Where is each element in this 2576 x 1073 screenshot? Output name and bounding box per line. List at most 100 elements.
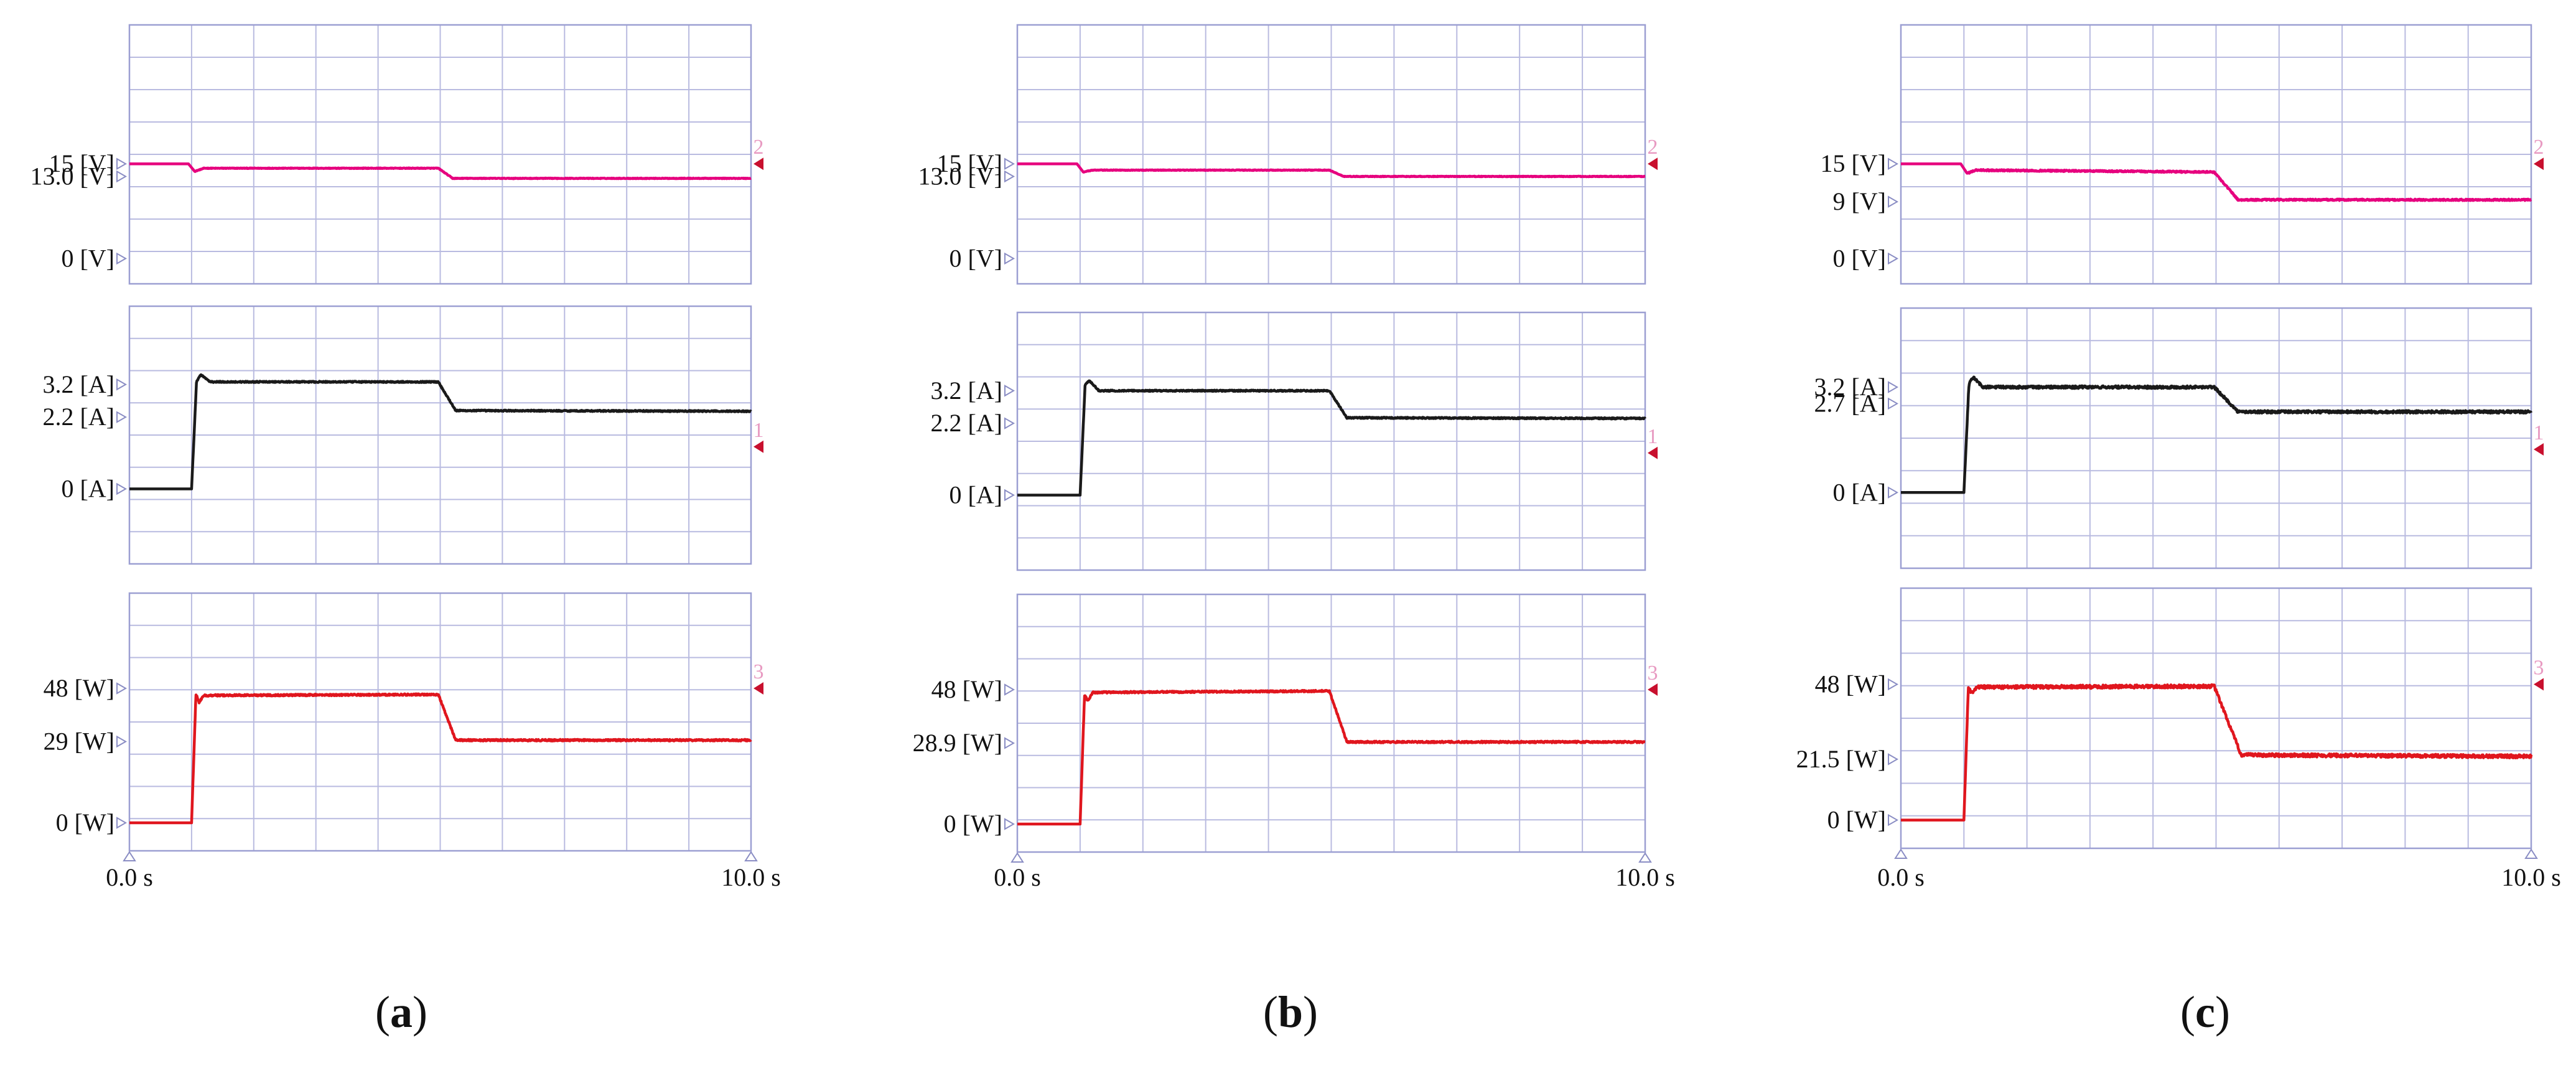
time-marker-triangle-icon: [2524, 848, 2538, 859]
y-marker-triangle-icon: [116, 170, 128, 183]
y-marker-label: 9 [V]: [1832, 187, 1886, 215]
y-marker-label: 13.0 [V]: [918, 162, 1002, 190]
time-marker-triangle-icon: [1638, 852, 1652, 863]
y-marker-triangle-icon: [116, 735, 128, 748]
y-marker-triangle-icon: [1888, 195, 1899, 208]
y-marker-triangle-icon: [116, 411, 128, 423]
panel-label-letter: a: [390, 987, 413, 1037]
y-marker-triangle-icon: [1004, 737, 1015, 749]
channel-number: 3: [1648, 662, 1658, 685]
channel-number: 1: [754, 419, 764, 442]
channel-number: 2: [1648, 136, 1658, 159]
y-marker-label: 15 [V]: [936, 149, 1002, 177]
plot-frame: [128, 24, 752, 285]
plot-frame: [128, 305, 752, 565]
channel-marker-icon: [2534, 443, 2544, 456]
trace-current: [128, 373, 752, 490]
subplot-voltage: 15 [V]13.0 [V] 0 [V] 2: [918, 24, 1658, 285]
time-tick-label: 0.0 s: [994, 863, 1041, 891]
trace-power: [1900, 683, 2533, 822]
plot-frame: [1016, 24, 1646, 285]
y-marker-label: 0 [W]: [56, 808, 114, 836]
time-marker-triangle-icon: [1010, 852, 1024, 863]
trace-voltage: [128, 162, 752, 180]
trace-power: [128, 692, 752, 825]
plot-frame: [1016, 593, 1646, 853]
channel-marker-icon: [1648, 446, 1658, 459]
y-marker-label: 0 [A]: [61, 474, 114, 502]
trace-power: [1016, 688, 1646, 826]
y-marker-triangle-icon: [1004, 385, 1015, 397]
panel-c: 15 [V] 9 [V] 0 [V] 2 3.2 [A]2.7 [A] 0 [A] 1 48 …: [1796, 24, 2561, 1037]
subplot-current: 3.2 [A] 2.2 [A] 0 [A] 1: [42, 305, 764, 565]
y-marker-triangle-icon: [116, 378, 128, 391]
subplot-power: 48 [W] 21.5 [W] 0 [W] 3: [1796, 587, 2544, 850]
y-marker-label: 15 [V]: [49, 149, 114, 177]
y-marker-triangle-icon: [1888, 252, 1899, 265]
y-marker-label: 28.9 [W]: [913, 729, 1002, 757]
channel-marker-icon: [754, 157, 763, 171]
y-marker-triangle-icon: [116, 157, 128, 170]
time-marker-triangle-icon: [123, 851, 136, 861]
y-marker-label: 0 [W]: [1827, 806, 1886, 834]
trace-voltage: [1016, 162, 1646, 179]
channel-marker-icon: [754, 682, 763, 695]
y-marker-triangle-icon: [116, 252, 128, 265]
channel-number: 1: [2534, 421, 2544, 444]
y-marker-triangle-icon: [1004, 252, 1015, 265]
subplot-current: 3.2 [A] 2.2 [A] 0 [A] 1: [930, 311, 1658, 571]
y-marker-triangle-icon: [1888, 397, 1899, 410]
y-marker-label: 3.2 [A]: [1814, 373, 1886, 401]
subplot-power: 48 [W] 28.9 [W] 0 [W] 3: [913, 593, 1658, 853]
y-marker-triangle-icon: [1004, 170, 1015, 183]
y-marker-triangle-icon: [1004, 818, 1015, 830]
channel-number: 3: [754, 660, 764, 683]
channel-marker-icon: [1648, 683, 1658, 696]
y-marker-triangle-icon: [116, 817, 128, 829]
y-marker-label: 0 [V]: [1832, 244, 1886, 272]
panel-label-open-paren: (: [2180, 987, 2195, 1037]
panel-label: (a): [375, 987, 427, 1037]
panel-label-close-paren: ): [413, 987, 427, 1037]
panel-a: 15 [V]13.0 [V] 0 [V] 2 3.2 [A] 2.2 [A] 0 [A] 1…: [30, 24, 781, 1037]
y-marker-label: 48 [W]: [44, 674, 114, 702]
time-marker-triangle-icon: [1894, 848, 1908, 859]
y-marker-label: 0 [A]: [1832, 478, 1886, 506]
time-tick-label: 10.0 s: [1615, 863, 1675, 891]
y-marker-label: 2.2 [A]: [42, 403, 114, 431]
y-marker-label: 2.2 [A]: [930, 409, 1002, 437]
time-tick-label: 0.0 s: [1877, 863, 1925, 891]
y-marker-triangle-icon: [1004, 157, 1015, 170]
y-marker-label: 29 [W]: [44, 728, 114, 756]
channel-marker-icon: [754, 440, 763, 453]
subplot-power: 48 [W] 29 [W] 0 [W] 3: [44, 592, 764, 852]
channel-number: 2: [2534, 136, 2544, 159]
y-marker-label: 2.7 [A]: [1814, 389, 1886, 417]
time-tick-label: 0.0 s: [106, 863, 153, 891]
y-marker-triangle-icon: [116, 482, 128, 495]
panel-label-open-paren: (: [375, 987, 390, 1037]
y-marker-triangle-icon: [1888, 678, 1899, 691]
plot-frame: [1016, 311, 1646, 571]
panel-label-letter: b: [1278, 987, 1303, 1037]
y-marker-triangle-icon: [116, 682, 128, 695]
panel-label-letter: c: [2195, 987, 2215, 1037]
y-marker-label: 15 [V]: [1820, 149, 1886, 177]
channel-number: 2: [754, 136, 764, 159]
channel-number: 3: [2534, 656, 2544, 679]
panel-b: 15 [V]13.0 [V] 0 [V] 2 3.2 [A] 2.2 [A] 0 [A] 1…: [913, 24, 1675, 1037]
y-marker-label: 3.2 [A]: [930, 377, 1002, 405]
time-tick-label: 10.0 s: [2501, 863, 2561, 891]
y-marker-triangle-icon: [1004, 489, 1015, 502]
y-marker-label: 0 [V]: [61, 244, 114, 272]
panel-label: (b): [1263, 987, 1318, 1037]
y-marker-triangle-icon: [1004, 417, 1015, 429]
channel-number: 1: [1648, 425, 1658, 448]
y-marker-triangle-icon: [1888, 381, 1899, 393]
trace-current: [1016, 379, 1646, 497]
trace-voltage: [1900, 162, 2532, 202]
subplot-current: 3.2 [A]2.7 [A] 0 [A] 1: [1814, 307, 2544, 569]
panel-label-close-paren: ): [2215, 987, 2230, 1037]
y-marker-triangle-icon: [1888, 813, 1899, 827]
